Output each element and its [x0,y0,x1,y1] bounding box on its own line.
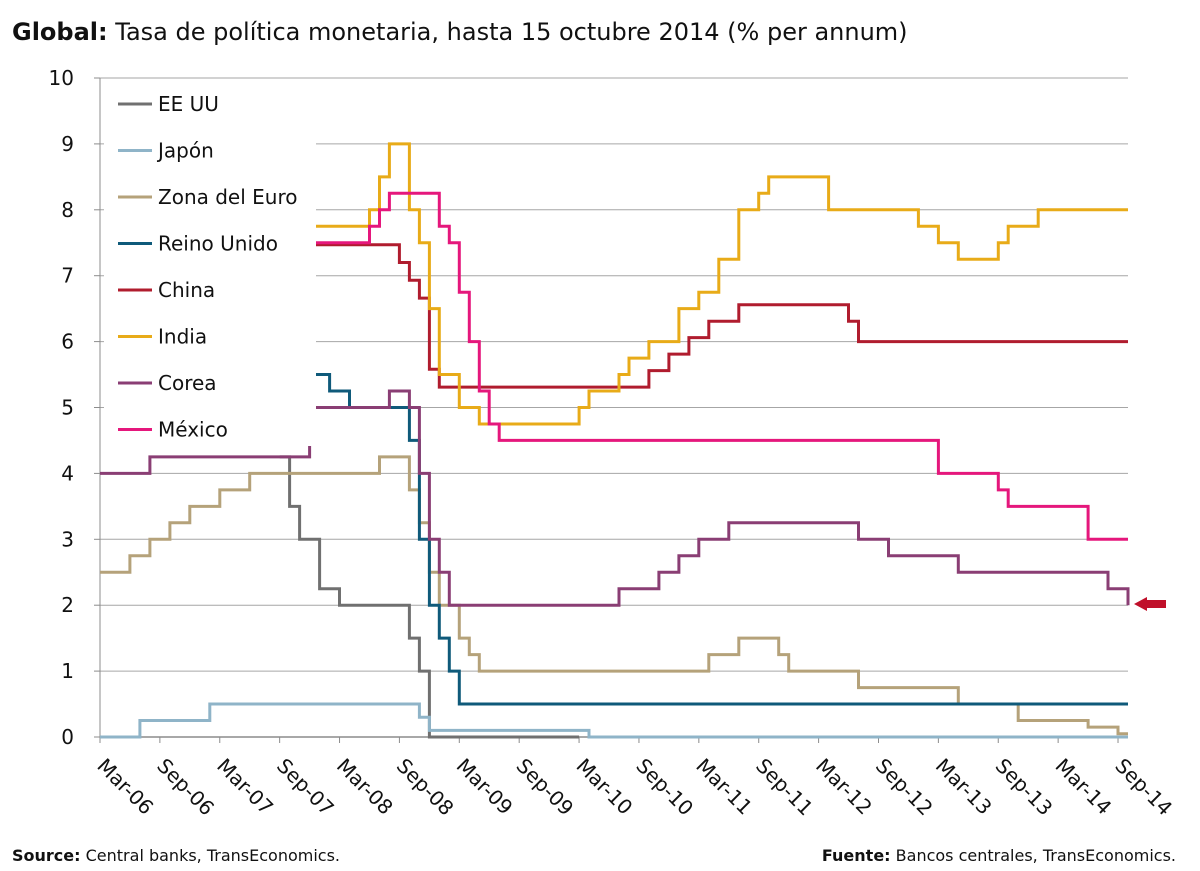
series-line-7 [309,191,1128,541]
annotation-layer [1134,597,1166,611]
y-tick-label: 7 [61,264,74,288]
series-line-5 [309,142,1128,426]
chart-title-rest: Tasa de política monetaria, hasta 15 oct… [115,18,908,46]
y-tick-label: 2 [61,593,74,617]
legend-label: Zona del Euro [158,185,297,209]
x-tick-label: Mar-06 [92,754,158,820]
y-tick-label: 5 [61,396,74,420]
x-tick-label: Sep-11 [751,754,818,821]
series-layer [100,142,1130,739]
x-tick-label: Mar-09 [452,754,518,820]
legend-layer: EE UU Japón Zona del Euro Reino Unido China I… [104,84,316,446]
legend-label: México [158,418,228,442]
x-tick-label: Sep-10 [631,754,698,821]
y-tick-label: 6 [61,330,74,354]
series-line-3 [309,373,1128,706]
series-line-6 [100,389,1130,607]
y-tick-label: 4 [61,461,74,485]
x-tick-label: Sep-09 [512,754,579,821]
fuente-note: Fuente: Bancos centrales, TransEconomics… [822,846,1176,865]
source-note: Source: Central banks, TransEconomics. [12,846,340,865]
y-tick-label: 8 [61,198,74,222]
legend-label: India [158,325,207,349]
y-tick-label: 3 [61,527,74,551]
x-tick-label: Sep-14 [1110,754,1177,821]
legend-label: Reino Unido [158,232,278,256]
last-value-arrow-icon [1134,597,1166,611]
chart-title: Global: Tasa de política monetaria, hast… [12,18,908,46]
source-label: Source: [12,846,81,865]
x-tick-label: Sep-12 [871,754,938,821]
series-line-0 [279,455,580,739]
series-line-1 [100,702,1128,739]
x-tick-label: Mar-11 [691,754,757,820]
series-line-2 [100,455,1128,736]
legend-label: China [158,278,215,302]
x-tick-label: Mar-14 [1051,754,1117,820]
x-tick-label: Sep-06 [152,754,219,821]
chart-title-bold: Global: [12,18,108,46]
x-tick-label: Mar-12 [811,754,877,820]
x-tick-label: Mar-10 [572,754,638,820]
legend-label: Japón [156,139,214,163]
legend-box [104,84,316,446]
x-tick-label: Mar-07 [212,754,278,820]
fuente-text: Bancos centrales, TransEconomics. [895,846,1176,865]
x-tick-label: Mar-08 [332,754,398,820]
x-tick-label: Mar-13 [931,754,997,820]
legend-label: EE UU [158,92,219,116]
y-tick-label: 1 [61,659,74,683]
legend-label: Corea [158,371,217,395]
y-tick-label: 9 [61,132,74,156]
x-tick-label: Sep-08 [392,754,459,821]
fuente-label: Fuente: [821,846,891,865]
x-tick-label: Sep-13 [991,754,1058,821]
series-line-4 [309,243,1128,389]
x-tick-label: Sep-07 [272,754,339,821]
source-text: Central banks, TransEconomics. [85,846,340,865]
y-tick-label: 10 [49,66,74,90]
y-tick-label: 0 [61,725,74,749]
